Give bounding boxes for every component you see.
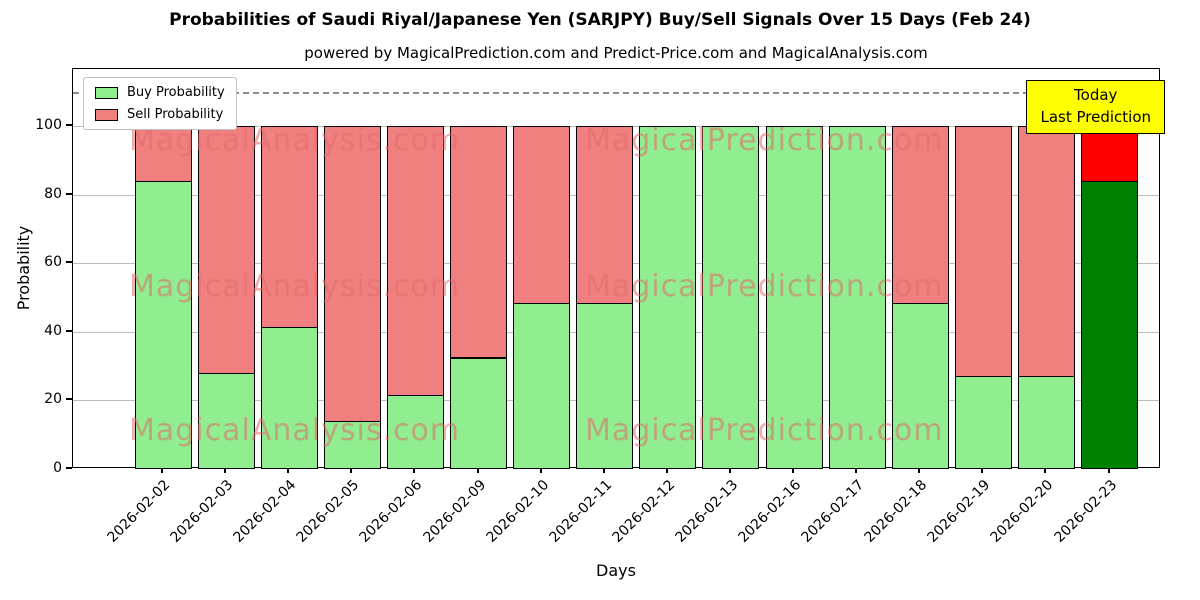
x-tick-mark bbox=[1107, 468, 1110, 473]
y-tick-mark bbox=[66, 467, 72, 469]
buy-bar-segment bbox=[954, 376, 1012, 469]
x-tick-mark bbox=[792, 468, 794, 473]
buy-bar-segment bbox=[1017, 376, 1075, 469]
y-tick-label: 80 bbox=[44, 185, 62, 202]
x-tick-mark bbox=[161, 468, 163, 473]
buy-bar-segment bbox=[323, 420, 381, 469]
sell-bar-segment bbox=[576, 125, 634, 304]
sell-bar-segment bbox=[513, 125, 571, 304]
buy-bar-segment bbox=[639, 125, 697, 469]
x-tick-mark bbox=[602, 468, 605, 473]
y-tick-mark bbox=[66, 261, 72, 264]
legend-item-buy: Buy Probability bbox=[95, 85, 225, 100]
sell-color-swatch bbox=[95, 108, 118, 121]
buy-bar-segment bbox=[891, 302, 949, 469]
x-tick-mark bbox=[476, 468, 479, 473]
watermark-text: MagicalPrediction.com bbox=[585, 269, 944, 304]
buy-bar-segment bbox=[386, 395, 444, 469]
sell-bar-segment bbox=[260, 125, 318, 328]
buy-bar-segment bbox=[197, 372, 255, 469]
legend: Buy Probability Sell Probability bbox=[83, 77, 237, 130]
y-tick-label: 60 bbox=[44, 254, 62, 271]
x-tick-mark bbox=[413, 468, 416, 473]
x-axis-label: Days bbox=[596, 561, 636, 580]
x-tick-mark bbox=[665, 468, 668, 473]
x-tick-mark bbox=[728, 468, 731, 473]
buy-bar-segment bbox=[260, 326, 318, 469]
buy-bar-segment bbox=[765, 125, 823, 469]
y-tick-label: 100 bbox=[35, 116, 62, 133]
sell-bar-segment bbox=[450, 125, 507, 359]
sell-bar-segment bbox=[954, 125, 1012, 378]
sell-bar-segment bbox=[1081, 125, 1138, 182]
y-tick-label: 20 bbox=[44, 391, 62, 408]
x-tick-mark bbox=[350, 468, 353, 473]
buy-bar-segment bbox=[1081, 180, 1138, 469]
buy-bar-segment bbox=[576, 302, 634, 469]
watermark-text: MagicalAnalysis.com bbox=[129, 269, 461, 304]
x-tick-mark bbox=[918, 468, 921, 473]
chart-title: Probabilities of Saudi Riyal/Japanese Ye… bbox=[169, 10, 1031, 30]
buy-bar-segment bbox=[828, 125, 886, 469]
x-tick-mark bbox=[1044, 468, 1047, 473]
plot-area: Buy Probability Sell Probability Today L… bbox=[72, 68, 1165, 469]
x-tick-mark bbox=[287, 468, 290, 473]
legend-item-sell: Sell Probability bbox=[95, 107, 225, 122]
y-tick-label: 40 bbox=[44, 322, 62, 339]
x-tick-mark bbox=[981, 468, 984, 473]
sell-bar-segment bbox=[891, 125, 949, 304]
watermark-text: MagicalPrediction.com bbox=[585, 123, 944, 158]
x-tick-mark bbox=[539, 468, 542, 473]
x-tick-mark bbox=[224, 468, 227, 473]
annotation-line2: Last Prediction bbox=[1040, 107, 1151, 126]
today-annotation: Today Last Prediction bbox=[1026, 80, 1165, 134]
y-tick-mark bbox=[66, 123, 72, 126]
buy-color-swatch bbox=[95, 86, 118, 99]
buy-bar-segment bbox=[134, 180, 192, 469]
legend-label-sell: Sell Probability bbox=[127, 107, 224, 122]
buy-bar-segment bbox=[450, 357, 507, 469]
sell-bar-segment bbox=[323, 125, 381, 422]
buy-bar-segment bbox=[702, 125, 760, 469]
y-tick-mark bbox=[66, 398, 72, 401]
y-tick-mark bbox=[66, 192, 72, 195]
buy-bar-segment bbox=[513, 302, 571, 469]
y-tick-label: 0 bbox=[53, 460, 62, 476]
legend-label-buy: Buy Probability bbox=[127, 85, 225, 100]
threshold-dashed-line bbox=[73, 91, 1159, 94]
watermark-text: MagicalPrediction.com bbox=[585, 413, 944, 448]
sell-bar-segment bbox=[1017, 125, 1075, 378]
y-tick-mark bbox=[66, 329, 72, 332]
x-tick-mark bbox=[855, 468, 858, 473]
annotation-line1: Today bbox=[1074, 86, 1118, 104]
sell-bar-segment bbox=[197, 125, 255, 374]
watermark-text: MagicalAnalysis.com bbox=[129, 413, 461, 448]
chart-subtitle: powered by MagicalPrediction.com and Pre… bbox=[304, 44, 928, 62]
sell-bar-segment bbox=[386, 125, 444, 397]
